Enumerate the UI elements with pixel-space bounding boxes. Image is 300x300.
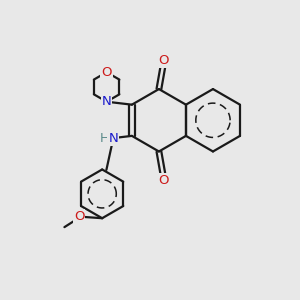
Text: O: O bbox=[101, 66, 112, 79]
Text: O: O bbox=[74, 210, 85, 223]
Text: O: O bbox=[158, 174, 169, 187]
Text: H: H bbox=[100, 132, 109, 145]
Text: O: O bbox=[158, 54, 169, 67]
Text: N: N bbox=[102, 95, 112, 108]
Text: N: N bbox=[108, 132, 118, 146]
